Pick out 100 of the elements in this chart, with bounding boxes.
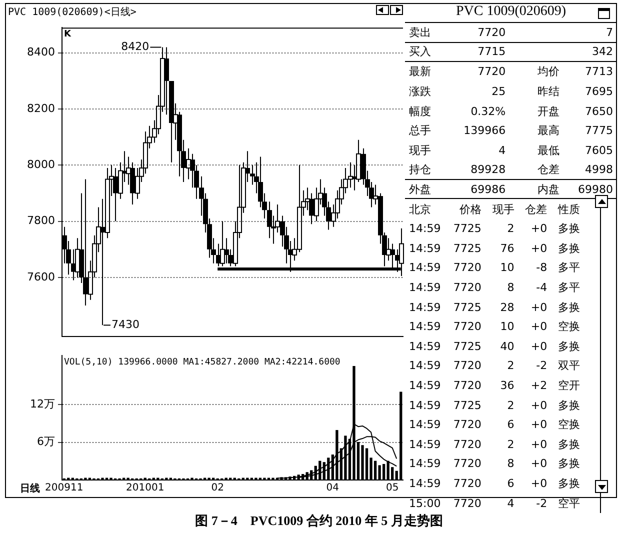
text: 7725 bbox=[453, 300, 482, 314]
text: 7720 bbox=[453, 418, 482, 432]
text: -2 bbox=[536, 496, 548, 510]
chart-title: PVC 1009(020609)<日线> bbox=[8, 6, 136, 19]
text: 139966 bbox=[464, 124, 506, 138]
text: 0.32% bbox=[470, 104, 506, 118]
text: 持仓 bbox=[409, 162, 431, 176]
text: 多平 bbox=[558, 261, 580, 274]
text: +0 bbox=[530, 340, 548, 353]
text: 7720 bbox=[453, 496, 482, 510]
text: 7725 bbox=[453, 242, 482, 255]
text: 7725 bbox=[453, 340, 482, 353]
text: 卖出 bbox=[409, 26, 431, 39]
text: 7720 bbox=[453, 438, 482, 451]
x-tick-label: 201001 bbox=[126, 482, 164, 494]
text: 幅度 bbox=[409, 104, 431, 118]
caption: 图 7－4 PVC1009 合约 2010 年 5 月走势图 bbox=[194, 512, 444, 530]
text: +0 bbox=[530, 398, 548, 412]
text: +0 bbox=[530, 457, 548, 470]
text: 7775 bbox=[585, 124, 614, 138]
text: -8 bbox=[536, 261, 548, 274]
text: 2 bbox=[507, 222, 514, 236]
text: 69980 bbox=[578, 182, 614, 196]
text: 342 bbox=[592, 45, 614, 58]
text: 7720 bbox=[453, 457, 482, 470]
text: 7720 bbox=[453, 359, 482, 372]
text: 7605 bbox=[585, 144, 614, 157]
text: 40 bbox=[500, 340, 514, 353]
x-tick-label: 02 bbox=[211, 482, 224, 494]
text: 89928 bbox=[470, 162, 506, 176]
text: 8 bbox=[507, 457, 514, 470]
text: 2 bbox=[507, 398, 514, 412]
text: 7725 bbox=[453, 222, 482, 236]
text: 双平 bbox=[558, 359, 580, 372]
text: -4 bbox=[536, 281, 548, 294]
text: +0 bbox=[530, 222, 548, 236]
text: -2 bbox=[536, 359, 548, 372]
text: 14:59 bbox=[409, 457, 441, 470]
text: +2 bbox=[530, 378, 548, 392]
text: 多平 bbox=[558, 281, 580, 294]
text: 7720 bbox=[453, 320, 482, 334]
text: 2 bbox=[507, 359, 514, 372]
text: 14:59 bbox=[409, 300, 441, 314]
text: 最低 bbox=[537, 144, 560, 157]
annotation: 8420 bbox=[121, 40, 150, 54]
text: +0 bbox=[530, 476, 548, 490]
text: 空换 bbox=[558, 320, 580, 334]
text: 昨结 bbox=[537, 85, 560, 98]
x-axis-title: 日线 bbox=[20, 482, 40, 495]
text: 多换 bbox=[558, 340, 580, 353]
text: 14:59 bbox=[409, 476, 441, 490]
y-tick-label: 12万 bbox=[30, 397, 55, 410]
text: 现手 bbox=[409, 144, 431, 157]
text: 均价 bbox=[537, 65, 560, 78]
text: 价格 bbox=[459, 202, 482, 216]
text: 4998 bbox=[585, 162, 614, 176]
y-tick-label: 6万 bbox=[37, 435, 55, 448]
text: 7650 bbox=[585, 104, 614, 118]
text: 空换 bbox=[558, 418, 580, 432]
text: 2 bbox=[507, 438, 514, 451]
text: 7720 bbox=[453, 378, 482, 392]
text: 多换 bbox=[558, 242, 580, 255]
text: 14:59 bbox=[409, 242, 441, 255]
text: 36 bbox=[500, 378, 514, 392]
text: 空平 bbox=[558, 496, 580, 510]
text: 6 bbox=[507, 476, 514, 490]
text: 7720 bbox=[453, 281, 482, 294]
text: 多换 bbox=[558, 300, 580, 314]
text: 内盘 bbox=[537, 182, 560, 196]
y-tick-label: 8000 bbox=[27, 158, 55, 172]
text: 14:59 bbox=[409, 438, 441, 451]
text: +0 bbox=[530, 242, 548, 255]
text: 7725 bbox=[453, 398, 482, 412]
text: 7695 bbox=[585, 85, 614, 98]
text: 8 bbox=[507, 281, 514, 294]
y-tick-label: 8400 bbox=[27, 46, 55, 59]
x-tick-label: 05 bbox=[386, 482, 399, 494]
y-tick-label: 7600 bbox=[27, 270, 55, 284]
text: 7713 bbox=[585, 65, 614, 78]
text: 仓差 bbox=[525, 202, 548, 216]
text: 10 bbox=[500, 261, 514, 274]
text: 14:59 bbox=[409, 261, 441, 274]
text: 7 bbox=[606, 26, 614, 39]
text: 14:59 bbox=[409, 281, 441, 294]
text: 多换 bbox=[558, 457, 580, 470]
text: +0 bbox=[530, 418, 548, 432]
text: 28 bbox=[500, 300, 514, 314]
text: 多换 bbox=[558, 222, 580, 236]
text: 7720 bbox=[478, 26, 506, 39]
text: 最高 bbox=[537, 124, 560, 138]
text: 14:59 bbox=[409, 418, 441, 432]
text: 76 bbox=[500, 242, 514, 255]
annotation: 7430 bbox=[111, 318, 140, 332]
text: 10 bbox=[500, 320, 514, 334]
text: PVC 1009(020609) bbox=[405, 0, 617, 23]
text: 14:59 bbox=[409, 222, 441, 236]
text: 北京 bbox=[409, 202, 431, 216]
text: 现手 bbox=[492, 202, 514, 216]
text: 14:59 bbox=[409, 320, 441, 334]
text: 69986 bbox=[470, 182, 506, 196]
